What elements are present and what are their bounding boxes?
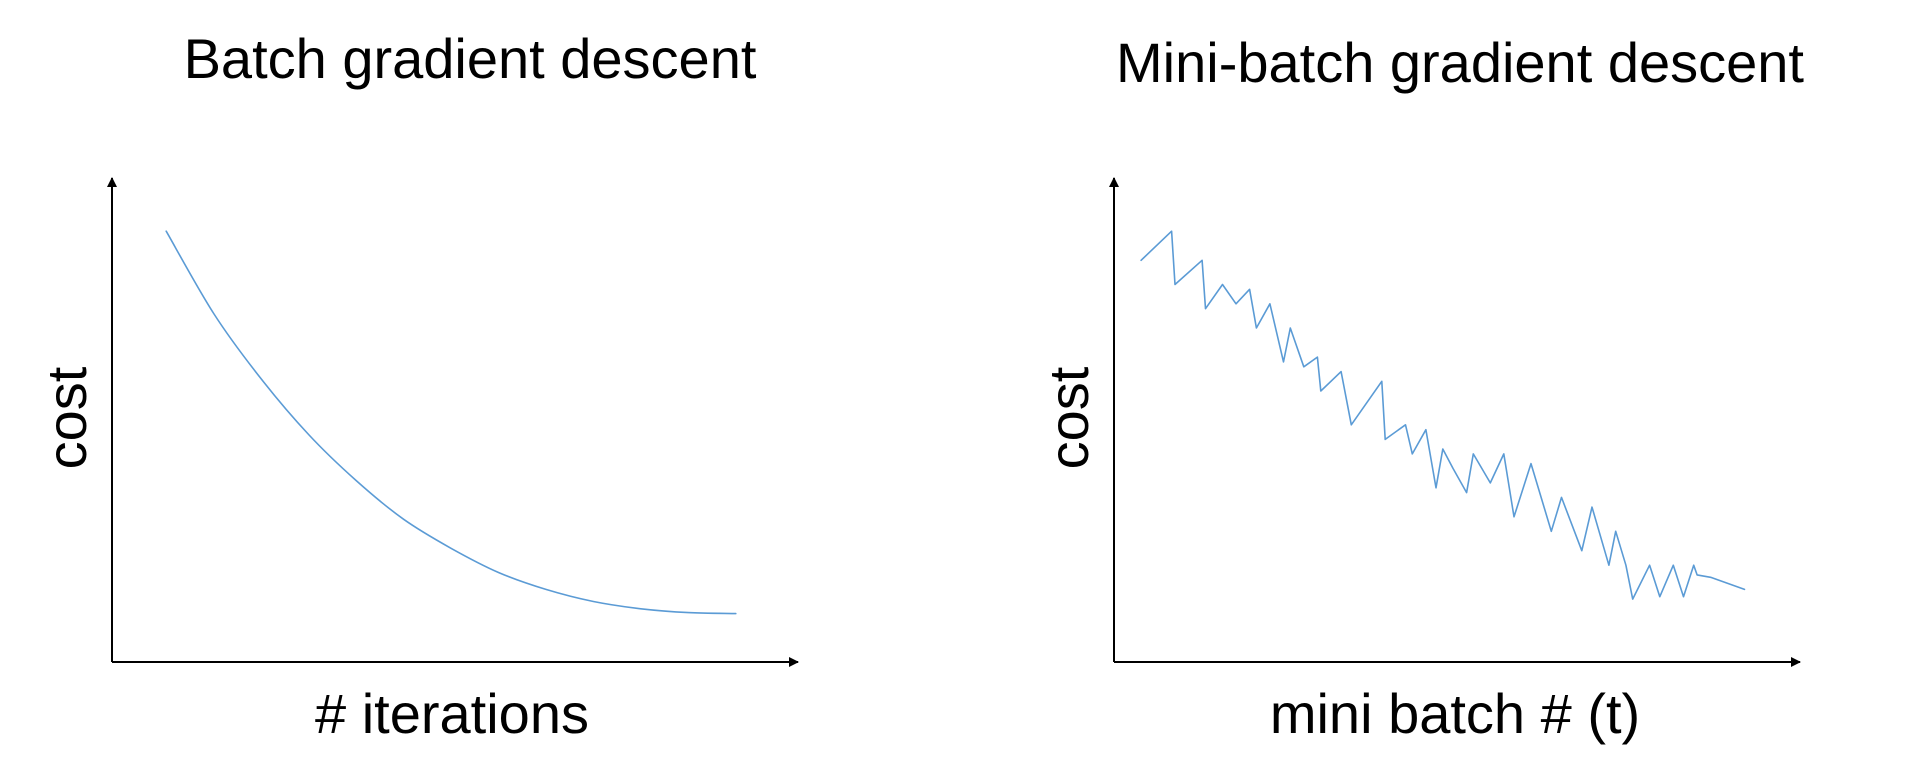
chart-mini-batch-gradient-descent: Mini-batch gradient descent mini batch #…	[1037, 31, 1804, 745]
x-axis-label: # iterations	[315, 682, 589, 745]
chart-title: Batch gradient descent	[184, 27, 757, 90]
x-axis-label: mini batch # (t)	[1270, 682, 1640, 745]
chart-title: Mini-batch gradient descent	[1116, 31, 1804, 94]
y-axis-label: cost	[35, 366, 98, 469]
chart-batch-gradient-descent: Batch gradient descent # iterations cost	[35, 27, 799, 745]
cost-curve	[1140, 230, 1746, 600]
cost-curve	[165, 230, 737, 615]
y-axis-label: cost	[1037, 366, 1100, 469]
